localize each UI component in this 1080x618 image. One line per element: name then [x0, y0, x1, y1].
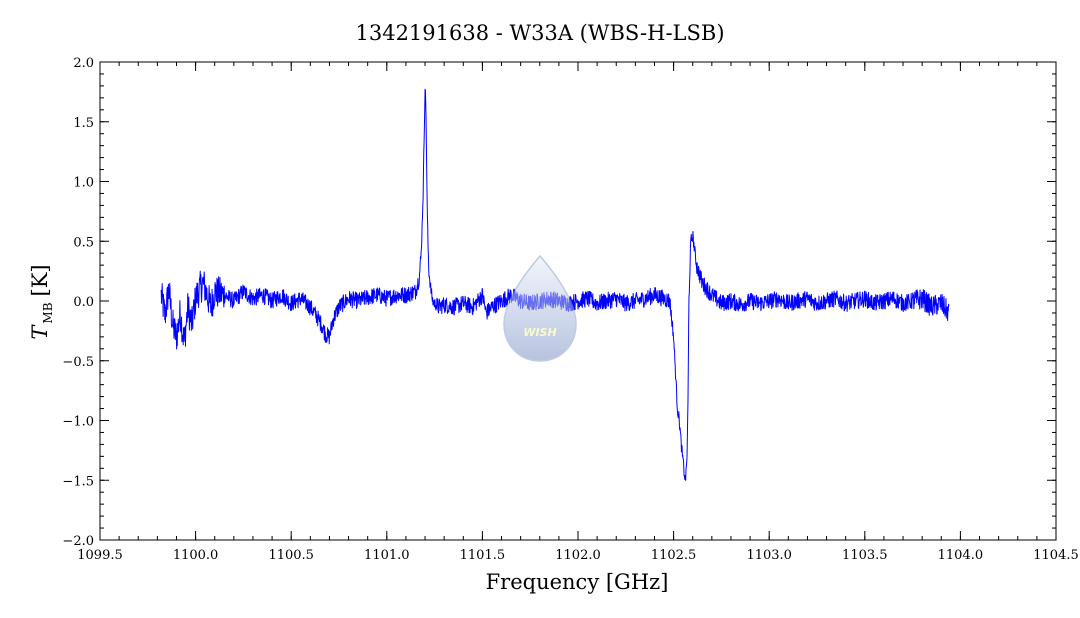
x-tick-label: 1101.0: [364, 548, 410, 563]
x-tick-label: 1100.5: [268, 548, 314, 563]
x-tick-label: 1102.5: [651, 548, 697, 563]
y-tick-label: 1.0: [73, 176, 94, 191]
y-tick-label: −0.5: [62, 355, 94, 370]
axis-ticks: [99, 61, 1057, 541]
x-tick-label: 1104.5: [1033, 548, 1079, 563]
y-tick-label: 2.0: [73, 56, 94, 71]
x-tick-labels: 1099.5 1100.0 1100.5 1101.0 1101.5 1102.0 1102…: [77, 548, 1079, 563]
y-tick-label: 1.5: [73, 116, 94, 131]
y-axis-unit: [K]: [28, 264, 52, 296]
x-tick-label: 1101.5: [460, 548, 506, 563]
x-tick-label: 1103.0: [746, 548, 792, 563]
y-axis-title: TMB [K]: [28, 264, 55, 339]
x-tick-label: 1103.5: [842, 548, 888, 563]
y-tick-label: −1.0: [62, 415, 94, 430]
y-axis-symbol: T: [28, 324, 52, 340]
x-tick-label: 1104.0: [938, 548, 984, 563]
x-tick-label: 1102.0: [555, 548, 601, 563]
x-axis-title: Frequency [GHz]: [486, 570, 669, 594]
y-tick-label: 0.5: [73, 235, 94, 250]
y-tick-labels: −2.0 −1.5 −1.0 −0.5 0.0 0.5 1.0 1.5 2.0: [62, 56, 94, 549]
wish-logo: WISH: [503, 254, 577, 362]
y-axis-subscript: MB: [41, 302, 55, 323]
y-tick-label: 0.0: [73, 295, 94, 310]
chart-title: 1342191638 - W33A (WBS-H-LSB): [355, 21, 724, 45]
y-tick-label: −1.5: [62, 474, 94, 489]
y-tick-label: −2.0: [62, 534, 94, 549]
x-tick-label: 1100.0: [173, 548, 219, 563]
svg-text:WISH: WISH: [523, 326, 556, 339]
x-tick-label: 1099.5: [77, 548, 123, 563]
